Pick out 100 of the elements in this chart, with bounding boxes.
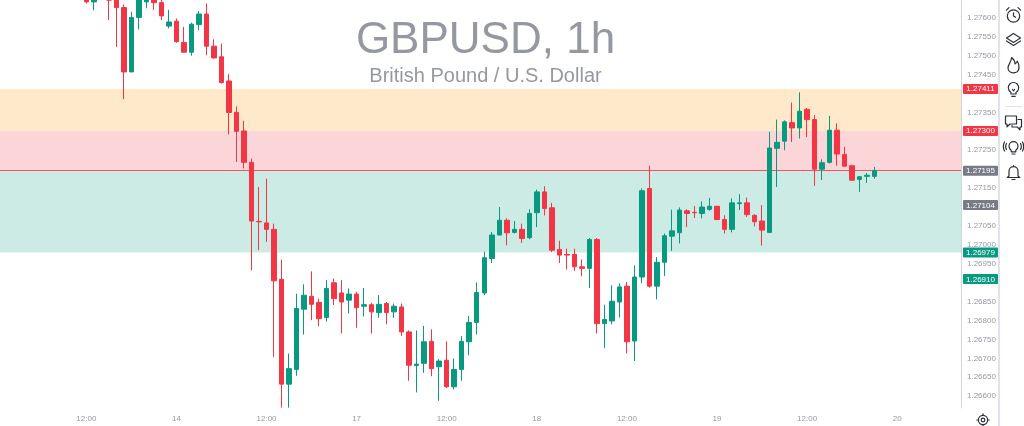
x-tick-label: 12:00 bbox=[436, 413, 458, 423]
candlestick bbox=[144, 0, 149, 9]
candlestick bbox=[114, 0, 119, 48]
y-tick-label: 1.27150 bbox=[967, 183, 997, 193]
text: 1.27104 bbox=[966, 200, 996, 210]
candlestick bbox=[376, 294, 382, 319]
candlestick bbox=[632, 264, 637, 362]
candlestick bbox=[789, 102, 795, 143]
candlestick bbox=[699, 200, 705, 219]
y-tick-label: 1.27500 bbox=[967, 50, 997, 60]
candlestick bbox=[301, 283, 307, 336]
candlestick bbox=[436, 358, 442, 402]
x-tick-label: 20 bbox=[892, 413, 903, 423]
candlestick bbox=[669, 209, 675, 252]
candlestick bbox=[256, 186, 262, 251]
candlestick bbox=[819, 158, 825, 181]
candlestick bbox=[189, 22, 194, 57]
candlestick bbox=[572, 248, 577, 272]
y-tick-label: 1.26800 bbox=[967, 315, 997, 325]
y-tick-label: 1.27450 bbox=[967, 69, 997, 79]
candlestick bbox=[519, 223, 525, 244]
x-tick-label: 19 bbox=[712, 413, 722, 423]
candlestick bbox=[249, 158, 254, 271]
x-tick-label: 12:00 bbox=[616, 413, 638, 423]
candlestick bbox=[129, 11, 134, 73]
candlestick bbox=[316, 298, 322, 327]
candlestick bbox=[609, 284, 615, 325]
candlestick bbox=[594, 237, 600, 334]
candlestick bbox=[84, 0, 89, 4]
candlestick bbox=[624, 281, 630, 354]
candlestick bbox=[557, 240, 562, 264]
candlestick bbox=[91, 0, 97, 11]
candlestick bbox=[827, 115, 832, 164]
candlestick bbox=[662, 233, 667, 277]
candlestick bbox=[512, 220, 517, 235]
candlestick bbox=[587, 237, 592, 289]
chart-title: GBPUSD, 1h bbox=[355, 12, 616, 62]
candlestick bbox=[684, 208, 690, 228]
candlestick bbox=[241, 120, 247, 169]
candlestick bbox=[159, 0, 164, 21]
candlestick bbox=[429, 328, 434, 377]
candlestick bbox=[737, 193, 742, 211]
candlestick bbox=[527, 208, 532, 240]
candlestick bbox=[774, 119, 780, 188]
band-label: 1.27300 bbox=[966, 126, 996, 136]
y-tick-label: 1.26950 bbox=[967, 258, 997, 268]
candlestick bbox=[384, 301, 389, 325]
candlestick bbox=[444, 340, 449, 389]
candlestick bbox=[812, 114, 817, 187]
candlestick bbox=[369, 302, 374, 334]
candlestick bbox=[654, 256, 660, 300]
band-label: 1.26979 bbox=[966, 247, 996, 257]
candlestick bbox=[482, 251, 487, 296]
candlestick bbox=[204, 2, 209, 56]
candlestick bbox=[264, 178, 269, 243]
candlestick bbox=[842, 146, 847, 168]
candlestick bbox=[834, 122, 840, 167]
x-tick-label: 14 bbox=[171, 413, 182, 423]
y-tick-label: 1.26600 bbox=[967, 391, 997, 401]
candlestick bbox=[744, 197, 750, 218]
candlestick bbox=[692, 205, 697, 219]
candlestick bbox=[451, 357, 457, 390]
candlestick bbox=[354, 291, 359, 329]
candlestick bbox=[474, 281, 479, 336]
candlestick bbox=[459, 335, 464, 382]
text: 1.26910 bbox=[966, 274, 996, 284]
candlestick bbox=[752, 213, 757, 227]
candlestick bbox=[346, 287, 352, 314]
x-tick-label: 12:00 bbox=[256, 413, 278, 423]
candlestick bbox=[279, 259, 284, 409]
candlestick bbox=[677, 206, 682, 244]
x-tick-label: 12:00 bbox=[76, 413, 97, 423]
ref-line-label: 1.27195 bbox=[966, 166, 996, 176]
y-tick-label: 1.27000 bbox=[967, 240, 997, 249]
candlestick bbox=[406, 329, 412, 382]
candlestick bbox=[331, 278, 337, 306]
candlestick bbox=[174, 18, 179, 44]
candlestick bbox=[759, 204, 765, 247]
band-label: 1.27411 bbox=[966, 84, 996, 94]
candlestick bbox=[639, 187, 645, 284]
candlestick bbox=[219, 43, 224, 85]
y-tick-label: 1.26850 bbox=[967, 296, 997, 306]
candlestick bbox=[617, 282, 622, 319]
candlestick bbox=[489, 231, 495, 264]
candlestick bbox=[414, 329, 419, 393]
candlestick bbox=[136, 0, 142, 31]
y-tick-label: 1.27050 bbox=[967, 221, 997, 231]
candlestick bbox=[271, 223, 277, 358]
candlestick bbox=[309, 270, 314, 321]
candlestick bbox=[564, 248, 570, 270]
candlestick bbox=[849, 164, 855, 182]
x-tick-label: 12:00 bbox=[797, 413, 818, 423]
candlestick bbox=[181, 26, 187, 54]
candlestick bbox=[729, 197, 735, 233]
candlestick bbox=[166, 9, 172, 29]
candlestick bbox=[857, 175, 862, 193]
x-tick-label: 18 bbox=[532, 413, 542, 423]
candlestick bbox=[534, 189, 540, 228]
candlestick bbox=[399, 303, 404, 337]
candlestick bbox=[466, 315, 472, 356]
